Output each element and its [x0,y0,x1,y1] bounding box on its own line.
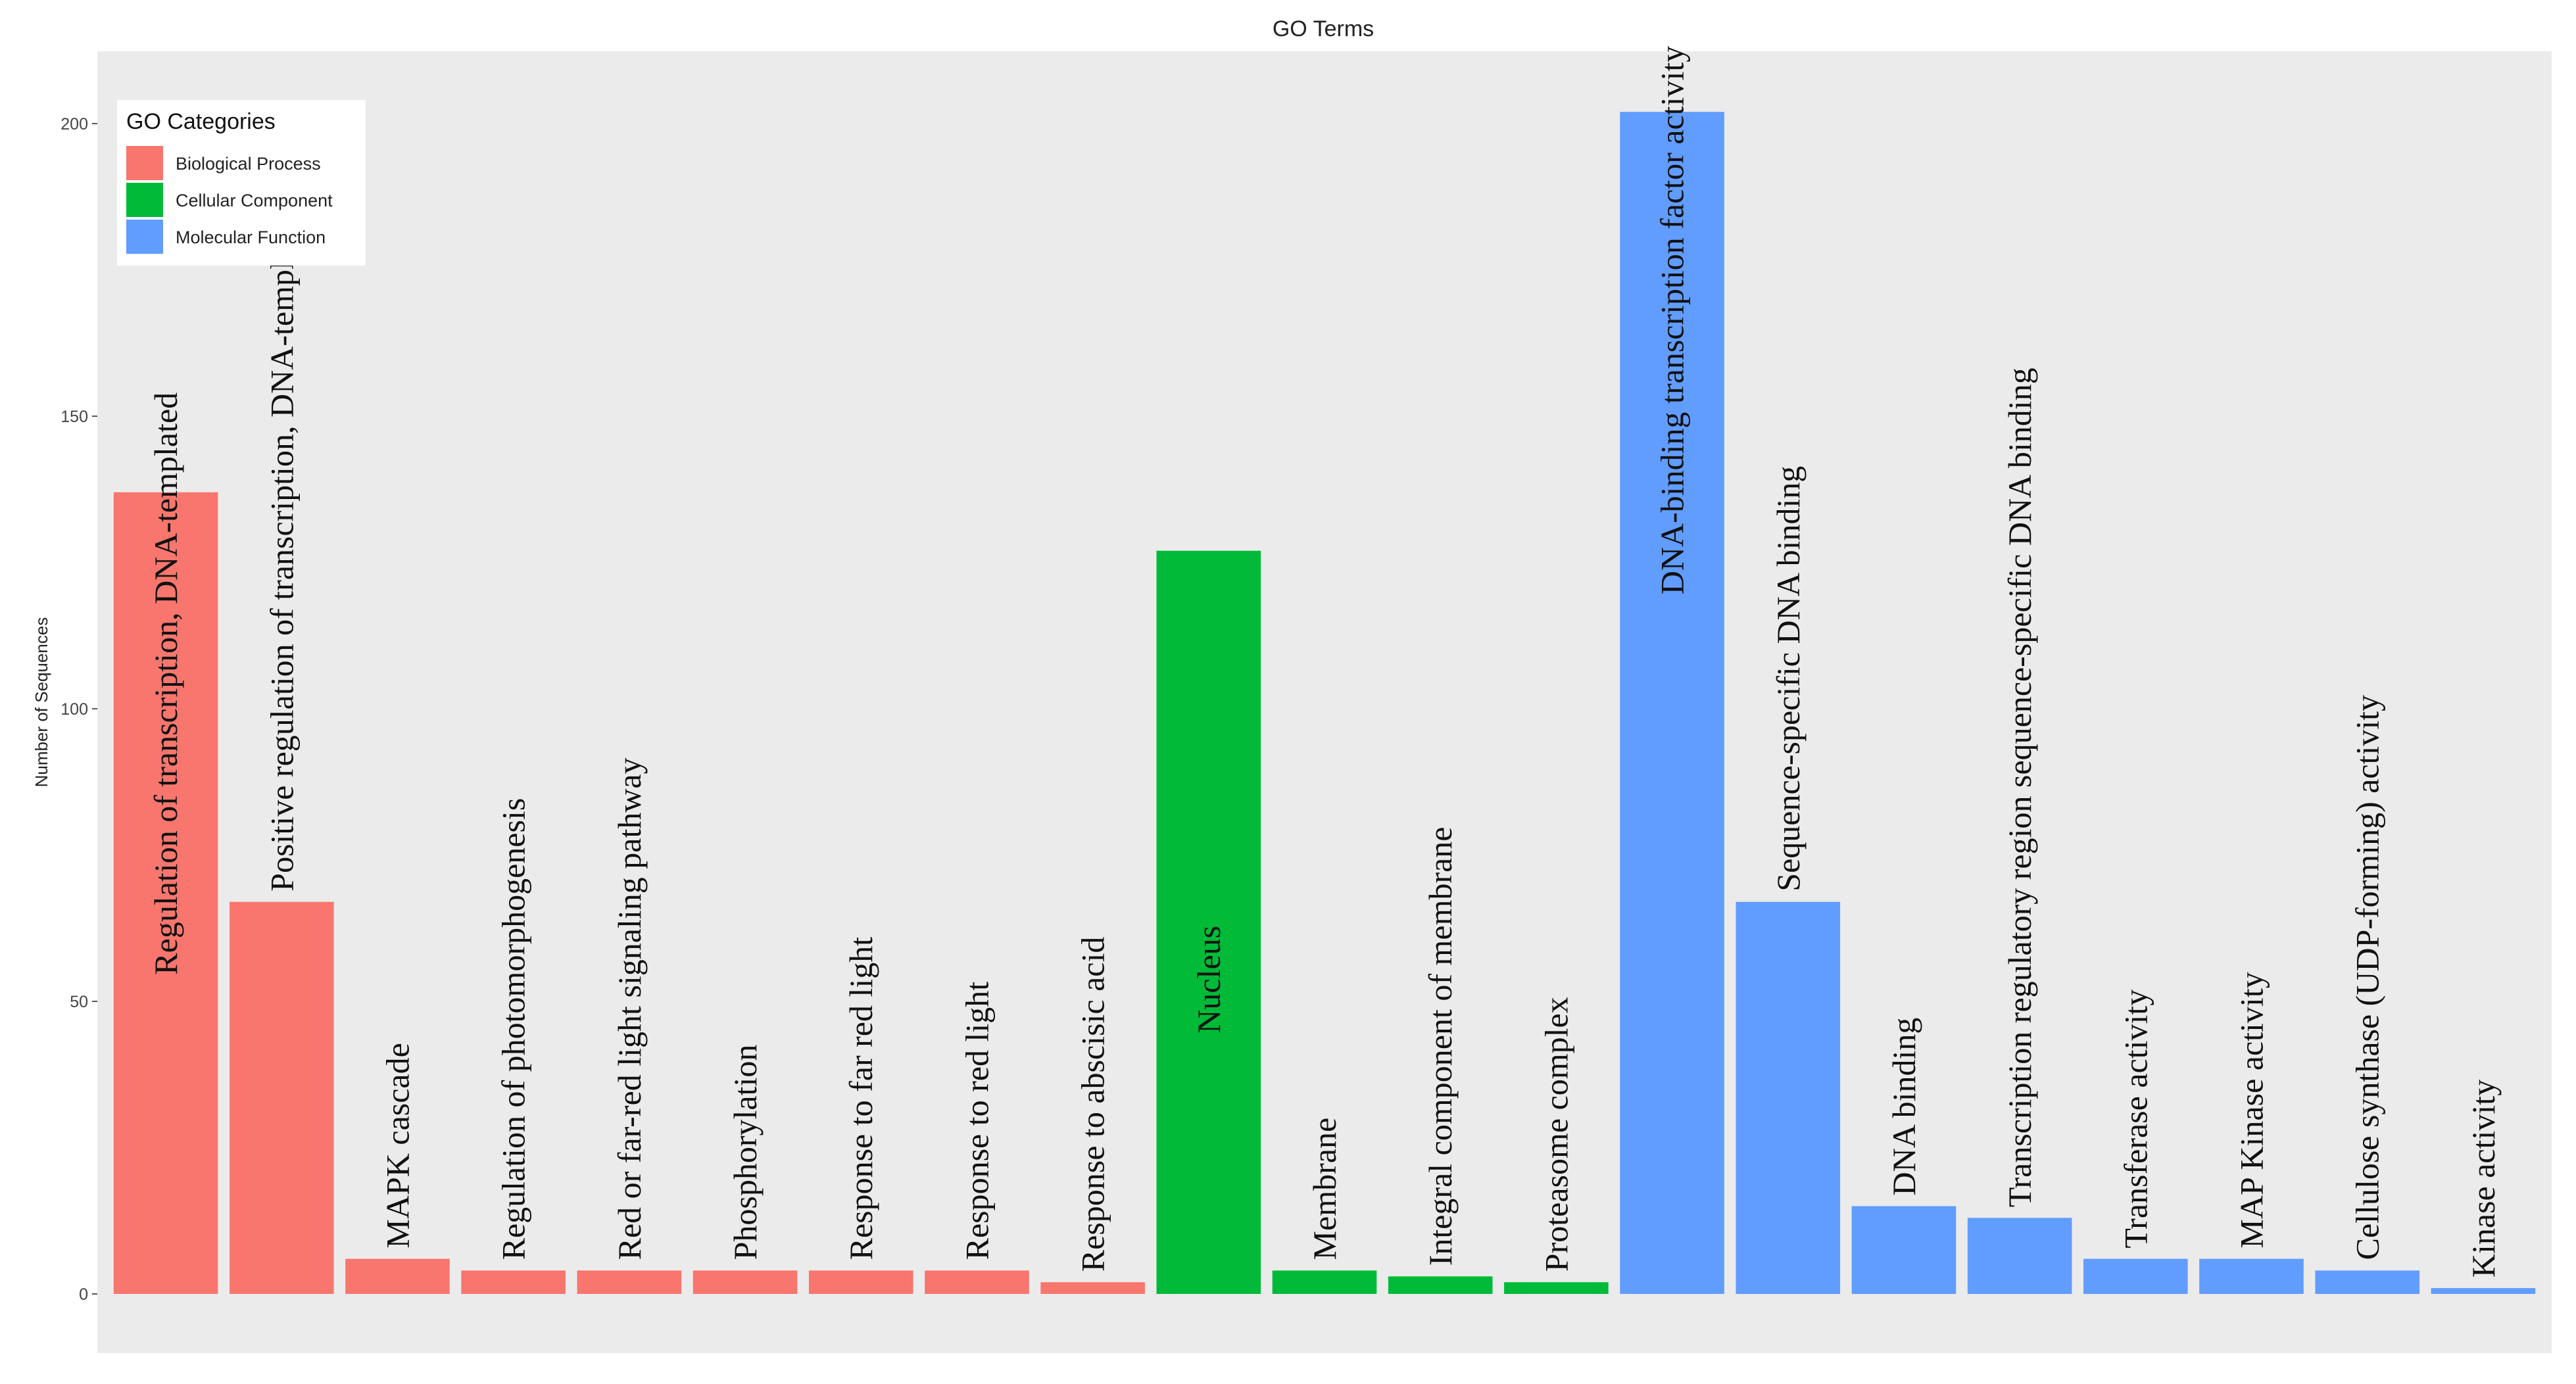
chart-title: GO Terms [1273,16,1374,41]
legend-label: Biological Process [176,154,321,174]
legend-swatch [126,146,163,180]
bar-label: Phosphorylation [727,1045,764,1260]
legend-label: Molecular Function [176,227,326,247]
bar-label: Kinase activity [2465,1080,2502,1277]
bar-label: DNA binding [1885,1018,1922,1196]
bar-label: Membrane [1306,1118,1343,1260]
bar-label: Regulation of photomorphogenesis [495,798,532,1260]
bar [693,1270,798,1294]
bar-label: Nucleus [1190,926,1227,1034]
y-tick-label: 150 [61,408,88,426]
bar [1040,1282,1145,1294]
bar-label: Transferase activity [2117,990,2154,1249]
bar-label: Proteasome complex [1538,997,1574,1272]
legend-title: GO Categories [126,109,276,134]
bar-label: Integral component of membrane [1422,826,1459,1266]
y-tick-label: 50 [70,993,88,1011]
bar [2431,1288,2536,1294]
y-axis: 0 50 100 150 200 [61,115,97,1304]
bar-label: MAPK cascade [379,1043,416,1248]
bar [1851,1206,1956,1294]
legend-label: Cellular Component [176,191,333,210]
legend-swatch [126,183,163,217]
bar [1272,1270,1377,1294]
bar [1504,1282,1609,1294]
plot-panel [97,51,2552,1353]
bar-label: Response to abscisic acid [1075,937,1111,1272]
bar [2315,1270,2419,1294]
legend: GO Categories Biological Process Cellular… [117,100,366,266]
bar [1736,901,1841,1294]
bar-label: Positive regulation of transcription, DN… [263,206,300,892]
bar-label: Transcription regulatory region sequence… [2001,368,2038,1207]
bar-label: DNA-binding transcription factor activit… [1654,46,1691,595]
bar [461,1270,566,1294]
bar-label: Response to far red light [842,937,879,1260]
bar [577,1270,682,1294]
y-tick-label: 200 [61,115,88,133]
bar [808,1270,913,1294]
bar-label: Red or far-red light signaling pathway [611,757,648,1260]
legend-entries: Biological Process Cellular Component Mole… [126,146,333,254]
bar [1967,1218,2072,1294]
bar [113,492,218,1295]
bar [1156,550,1261,1295]
bar [1388,1276,1493,1294]
bar-labels-group: Regulation of transcription, DNA-templat… [147,46,2502,1277]
bar-label: Regulation of transcription, DNA-templat… [147,393,184,975]
bar-label: Cellulose synthase (UDP-forming) activit… [2349,695,2386,1260]
y-tick-label: 0 [79,1285,88,1304]
bar [230,901,334,1294]
bar [345,1258,450,1294]
bar [925,1270,1029,1294]
bar [2199,1258,2304,1294]
bar [2083,1258,2188,1294]
y-axis-label: Number of Sequences [32,617,51,788]
legend-swatch [126,220,163,254]
bars-group [113,112,2536,1295]
bar-label: Response to red light [958,982,995,1260]
bar-label: MAP Kinase activity [2233,972,2270,1248]
bar [1620,112,1724,1295]
bar-label: Sequence-specific DNA binding [1770,466,1807,892]
y-tick-label: 100 [61,700,88,719]
